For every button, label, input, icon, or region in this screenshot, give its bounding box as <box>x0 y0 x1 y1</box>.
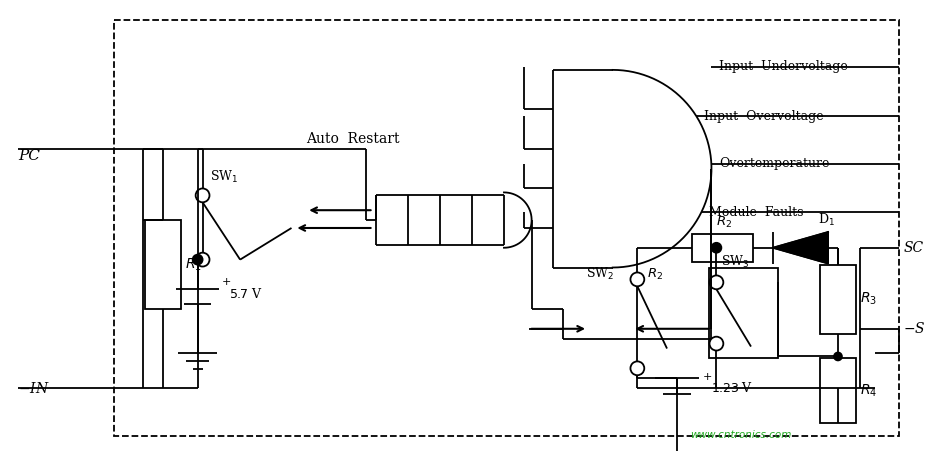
Circle shape <box>711 243 721 253</box>
Text: $+$: $+$ <box>221 276 232 287</box>
Text: SW$_3$: SW$_3$ <box>721 254 750 271</box>
Text: www.cntronics.com: www.cntronics.com <box>691 430 792 440</box>
Text: $+$: $+$ <box>702 371 712 382</box>
Text: $R_2$: $R_2$ <box>717 215 732 230</box>
Text: PC: PC <box>18 149 40 163</box>
Text: D$_1$: D$_1$ <box>819 212 835 228</box>
Bar <box>820 358 856 423</box>
Text: $R_2$: $R_2$ <box>647 267 663 282</box>
Bar <box>145 220 181 309</box>
Text: $R_1$: $R_1$ <box>185 257 202 273</box>
Text: $-$S: $-$S <box>903 321 926 336</box>
Circle shape <box>834 352 842 360</box>
Text: $R_4$: $R_4$ <box>859 383 877 399</box>
Text: Overtemperature: Overtemperature <box>720 157 830 170</box>
Text: Auto  Restart: Auto Restart <box>307 132 400 146</box>
Text: $1.23\;$V: $1.23\;$V <box>711 381 753 395</box>
Bar <box>708 267 778 358</box>
Text: SW$_1$: SW$_1$ <box>210 169 239 186</box>
Text: SC: SC <box>903 241 923 255</box>
Text: Input  Undervoltage: Input Undervoltage <box>720 60 848 74</box>
Polygon shape <box>772 232 828 264</box>
Bar <box>692 234 753 262</box>
Text: Input  Overvoltage: Input Overvoltage <box>705 110 824 123</box>
Text: Module  Faults: Module Faults <box>709 206 804 219</box>
Text: $-$IN: $-$IN <box>18 380 49 395</box>
Circle shape <box>193 255 203 265</box>
Bar <box>114 20 899 435</box>
Text: SW$_2$: SW$_2$ <box>586 266 614 282</box>
Text: $R_3$: $R_3$ <box>859 291 877 307</box>
Text: $5.7\;$V: $5.7\;$V <box>230 287 263 301</box>
Bar <box>820 265 856 334</box>
